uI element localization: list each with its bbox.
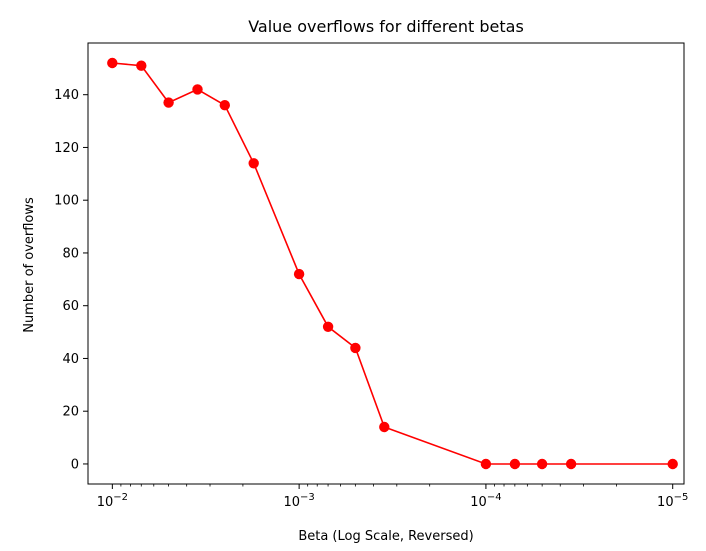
x-axis-ticks: 10−2 10−3 10−4 10−5: [97, 484, 688, 510]
x-tick-label: 10−4: [470, 492, 501, 510]
y-tick-label: 60: [62, 299, 79, 314]
data-point: [667, 458, 678, 470]
y-tick-label: 80: [62, 246, 79, 261]
x-axis-label: Beta (Log Scale, Reversed): [298, 529, 473, 544]
x-tick-label: 10−5: [657, 492, 688, 510]
chart-title: Value overflows for different betas: [248, 17, 524, 36]
data-point: [293, 268, 305, 280]
data-point: [480, 458, 492, 470]
data-point: [248, 158, 259, 169]
data-point: [192, 84, 203, 95]
y-tick-label: 0: [71, 457, 79, 472]
x-tick-label: 10−3: [283, 492, 314, 510]
data-point: [536, 458, 548, 470]
plot-frame: [87, 42, 685, 485]
data-point: [322, 321, 334, 332]
plot-area: [107, 57, 678, 470]
data-point: [136, 60, 147, 71]
data-point: [350, 342, 361, 354]
data-point: [565, 458, 577, 470]
data-point: [163, 97, 174, 108]
data-point: [379, 421, 390, 433]
y-tick-label: 40: [62, 352, 79, 367]
y-axis-ticks: 0 20 40 60 80 100 120 140: [54, 88, 88, 472]
data-point: [107, 57, 118, 69]
y-axis-label: Number of overflows: [22, 197, 37, 333]
data-point: [219, 100, 230, 111]
x-tick-label: 10−2: [97, 492, 128, 510]
y-tick-label: 140: [54, 88, 79, 103]
y-tick-label: 20: [62, 405, 79, 420]
y-tick-label: 100: [54, 194, 79, 209]
data-point: [509, 458, 521, 470]
y-tick-label: 120: [54, 141, 79, 156]
